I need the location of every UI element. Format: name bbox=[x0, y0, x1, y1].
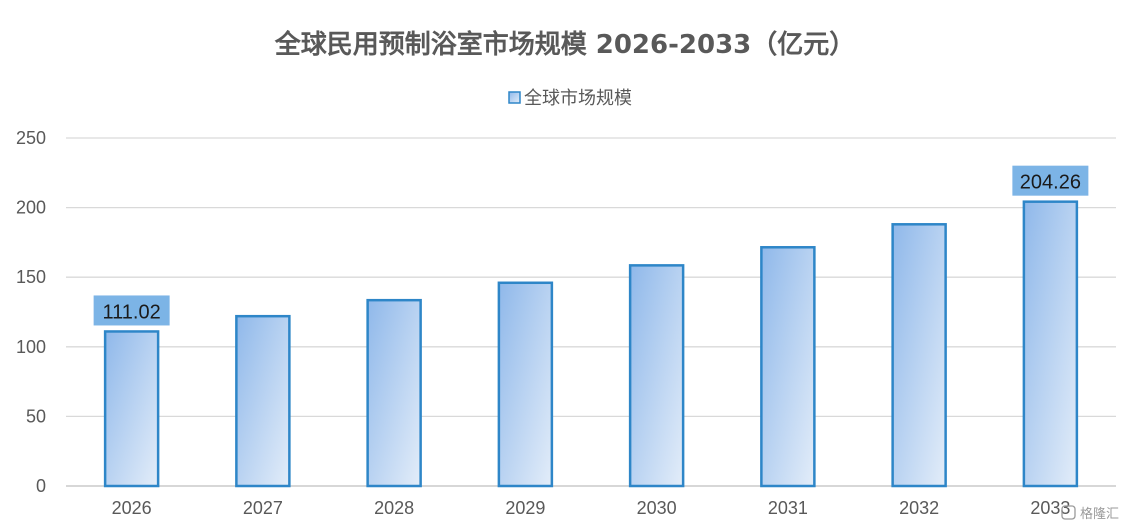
y-tick-label: 250 bbox=[16, 128, 46, 148]
bar bbox=[760, 246, 816, 488]
data-labels: 111.02 204.26 bbox=[93, 165, 1089, 326]
bars bbox=[103, 200, 1079, 488]
bar bbox=[366, 298, 422, 488]
watermark-logo-icon bbox=[1061, 505, 1076, 520]
bar bbox=[628, 264, 685, 488]
bar bbox=[891, 223, 947, 488]
y-tick-label: 150 bbox=[16, 267, 46, 287]
bar bbox=[235, 314, 291, 488]
data-label: 204.26 bbox=[1012, 165, 1089, 196]
legend-swatch bbox=[508, 91, 521, 104]
bar bbox=[103, 330, 160, 488]
y-tick-label: 100 bbox=[16, 337, 46, 357]
x-tick-label: 2028 bbox=[374, 498, 414, 518]
gridlines bbox=[66, 137, 1116, 487]
x-tick-label: 2027 bbox=[243, 498, 283, 518]
data-label: 111.02 bbox=[93, 295, 170, 326]
legend[interactable]: 全球市场规模 bbox=[508, 88, 632, 109]
y-tick-label: 200 bbox=[16, 198, 46, 218]
data-label-text: 111.02 bbox=[103, 301, 161, 323]
y-axis-ticks: 0 50 100 150 200 250 bbox=[16, 128, 46, 496]
x-axis-ticks: 2026 2027 2028 2029 2030 2031 2032 2033 bbox=[112, 498, 1071, 518]
x-tick-label: 2033 bbox=[1030, 498, 1070, 518]
watermark: 格隆汇 bbox=[1061, 505, 1119, 522]
bar bbox=[497, 281, 554, 488]
x-tick-label: 2032 bbox=[899, 498, 939, 518]
y-tick-label: 0 bbox=[36, 476, 46, 496]
x-tick-label: 2031 bbox=[768, 498, 808, 518]
data-label-background bbox=[1012, 165, 1089, 196]
watermark-text: 格隆汇 bbox=[1080, 506, 1119, 522]
data-label-text: 204.26 bbox=[1020, 172, 1081, 194]
y-tick-label: 50 bbox=[26, 406, 46, 426]
x-tick-label: 2029 bbox=[505, 498, 545, 518]
x-tick-label: 2030 bbox=[637, 498, 677, 518]
chart-title: 全球民用预制浴室市场规模 2026-2033（亿元） bbox=[274, 29, 856, 60]
x-tick-label: 2026 bbox=[112, 498, 152, 518]
legend-label: 全球市场规模 bbox=[524, 88, 632, 109]
bar bbox=[1022, 200, 1079, 488]
data-label-background bbox=[93, 295, 170, 326]
